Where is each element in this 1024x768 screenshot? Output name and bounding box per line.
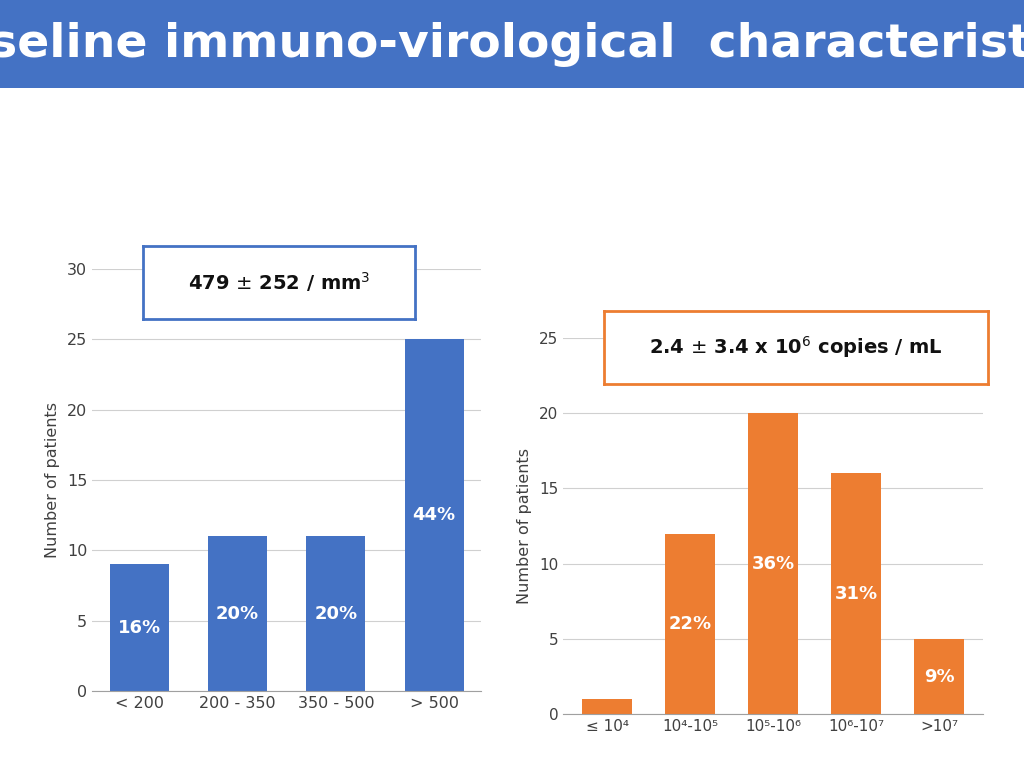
Text: 16%: 16% — [118, 619, 161, 637]
Text: 44%: 44% — [413, 506, 456, 525]
Bar — [914, 639, 964, 714]
Text: 20%: 20% — [216, 604, 259, 623]
Bar — [404, 339, 464, 691]
Text: 2.4 $\pm$ 3.4 x 10$^6$ copies / mL: 2.4 $\pm$ 3.4 x 10$^6$ copies / mL — [649, 335, 943, 360]
Text: 479 $\pm$ 252 / mm$^3$: 479 $\pm$ 252 / mm$^3$ — [187, 270, 371, 294]
Bar — [110, 564, 169, 691]
Bar — [831, 473, 881, 714]
Bar — [583, 699, 632, 714]
Text: Baseline plasma viral load
Mean ± SD: Baseline plasma viral load Mean ± SD — [658, 223, 924, 264]
Text: Baseline immuno-virological  characteristics: Baseline immuno-virological characterist… — [0, 22, 1024, 67]
Text: 31%: 31% — [835, 584, 878, 603]
Bar — [208, 536, 267, 691]
Bar — [666, 534, 715, 714]
Text: Baseline CD4 count
Mean ± SD: Baseline CD4 count Mean ± SD — [181, 157, 377, 199]
Y-axis label: Number of patients: Number of patients — [517, 448, 532, 604]
Text: 20%: 20% — [314, 604, 357, 623]
Text: 22%: 22% — [669, 615, 712, 633]
Bar — [306, 536, 366, 691]
Bar — [749, 413, 798, 714]
Y-axis label: Number of patients: Number of patients — [45, 402, 60, 558]
Text: 36%: 36% — [752, 554, 795, 573]
FancyBboxPatch shape — [0, 0, 1024, 88]
Text: 9%: 9% — [924, 667, 954, 686]
